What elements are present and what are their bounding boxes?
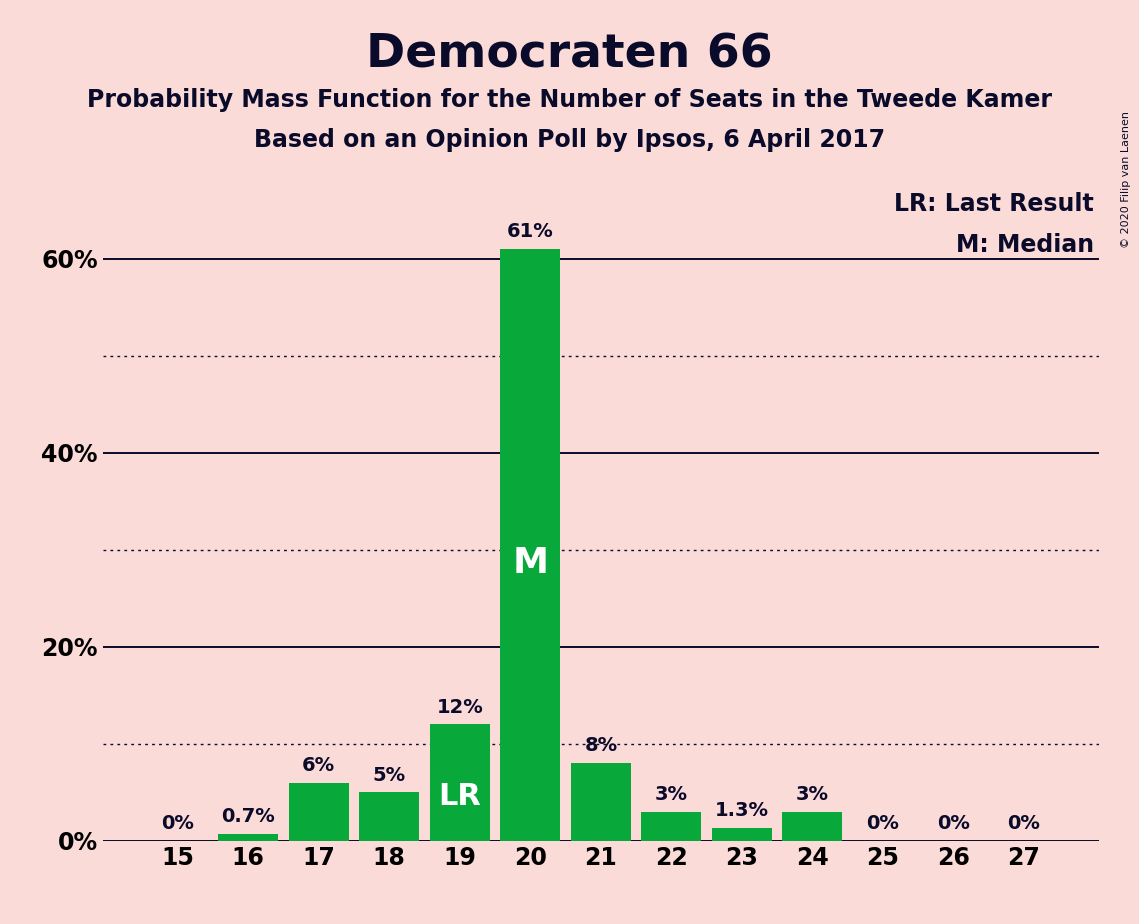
Text: 0%: 0% [937, 814, 969, 833]
Bar [289, 783, 349, 841]
Text: Based on an Opinion Poll by Ipsos, 6 April 2017: Based on an Opinion Poll by Ipsos, 6 Apr… [254, 128, 885, 152]
Bar [712, 828, 772, 841]
Text: 1.3%: 1.3% [715, 801, 769, 821]
Text: M: Median: M: Median [956, 233, 1095, 257]
Text: © 2020 Filip van Laenen: © 2020 Filip van Laenen [1121, 111, 1131, 248]
Bar [571, 763, 631, 841]
Bar [359, 793, 419, 841]
Bar [429, 724, 490, 841]
Text: 12%: 12% [436, 698, 483, 717]
Text: 8%: 8% [584, 736, 617, 756]
Bar [219, 834, 278, 841]
Bar [500, 249, 560, 841]
Text: 61%: 61% [507, 223, 554, 241]
Text: 0%: 0% [1007, 814, 1040, 833]
Bar [641, 812, 702, 841]
Text: LR: Last Result: LR: Last Result [894, 192, 1095, 216]
Text: LR: LR [439, 782, 482, 811]
Text: Probability Mass Function for the Number of Seats in the Tweede Kamer: Probability Mass Function for the Number… [87, 88, 1052, 112]
Text: 0.7%: 0.7% [221, 808, 276, 826]
Bar [782, 812, 843, 841]
Text: 3%: 3% [655, 785, 688, 804]
Text: M: M [513, 546, 548, 579]
Text: 6%: 6% [302, 756, 335, 775]
Text: 0%: 0% [867, 814, 900, 833]
Text: 5%: 5% [372, 766, 405, 784]
Text: 3%: 3% [796, 785, 829, 804]
Text: 0%: 0% [162, 814, 195, 833]
Text: Democraten 66: Democraten 66 [366, 32, 773, 78]
